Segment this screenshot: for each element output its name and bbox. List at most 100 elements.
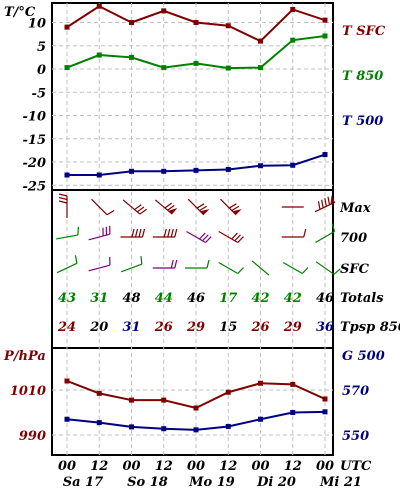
utc-label: UTC: [340, 459, 372, 474]
index-value: 43: [58, 291, 76, 306]
day-label: Di 20: [256, 475, 296, 488]
series-point: [258, 65, 263, 71]
index-value: 31: [122, 320, 140, 335]
series-point: [193, 20, 199, 25]
series-point: [322, 152, 328, 158]
index-value: 46: [187, 291, 205, 306]
barb-feather: [140, 255, 143, 265]
index-value: 26: [154, 320, 173, 335]
series-point: [64, 24, 70, 30]
series-point: [258, 163, 263, 169]
index-value: 24: [57, 320, 76, 335]
barb-feather: [231, 232, 238, 240]
barb-shaft: [154, 199, 173, 215]
wind-barb: [220, 198, 242, 216]
barb-feather: [174, 228, 178, 238]
barb-feather: [317, 201, 321, 210]
series-point: [193, 60, 199, 66]
series-point: [258, 38, 263, 44]
pressure-point: [64, 378, 70, 384]
index-value: 20: [89, 320, 108, 335]
series-point: [322, 17, 328, 23]
row-label: Max: [339, 201, 371, 216]
index-value: 48: [122, 291, 140, 306]
geopotential-line: [66, 410, 326, 431]
pressure-series: [64, 378, 328, 433]
winds-indices-panel: 43 31 48 44 46 17 42 42 46 24 20 31 26 29 15 26 29 36 Max…: [56, 193, 400, 335]
temperature-tick-label: 5: [37, 40, 46, 55]
index-value: 44: [155, 291, 173, 306]
barb-feather: [105, 226, 108, 236]
barb-feather: [134, 204, 142, 211]
wind-barb: [88, 256, 111, 272]
barb-feather: [139, 208, 147, 215]
barb-feather: [301, 267, 309, 274]
barb-pennant: [168, 207, 178, 215]
pressure-point: [322, 396, 328, 402]
wind-barb: [120, 255, 143, 273]
wind-barb: [56, 226, 80, 240]
wind-barb: [185, 259, 210, 269]
wind-barb: [56, 255, 78, 274]
barb-feather: [324, 198, 327, 207]
pressure-point: [290, 381, 296, 387]
barb-shaft: [88, 264, 111, 272]
geopotential-point: [96, 420, 102, 426]
hour-label: 12: [90, 459, 108, 474]
temperature-tick-label: 0: [37, 63, 46, 78]
hour-labels: 00 12 00 12 00 12 00 12 00: [58, 459, 334, 474]
barb-feather: [205, 236, 212, 243]
panel-frame-3: [51, 347, 334, 456]
geopotential-point: [193, 427, 199, 433]
temperature-series-labels: T SFC T 850 T 500: [342, 24, 386, 129]
grid-lines: [52, 3, 333, 455]
series-point: [96, 52, 102, 58]
series-point: [161, 8, 167, 14]
barb-feather: [333, 268, 341, 275]
series-point: [161, 65, 167, 71]
geopotential-point: [290, 410, 296, 415]
hour-label: 00: [187, 459, 205, 474]
wind-barb: [314, 195, 336, 213]
pressure-point: [225, 389, 231, 395]
wind-barb: [152, 228, 178, 238]
wind-barb: [91, 198, 115, 216]
temperature-tick-label: -15: [23, 133, 47, 148]
day-label: Sa 17: [63, 475, 103, 488]
barb-shaft: [187, 198, 205, 216]
hour-label: 12: [284, 459, 302, 474]
barb-feather: [167, 204, 175, 211]
index-value: 15: [219, 320, 237, 335]
barb-feather: [58, 200, 68, 204]
time-axis: 00 12 00 12 00 12 00 12 00 Sa 17 So 18 Mo 19 Di 20 M…: [58, 459, 372, 488]
wind-barb: [58, 193, 68, 218]
barb-feather: [199, 205, 207, 212]
barb-feather: [170, 228, 174, 238]
series-point: [225, 166, 231, 172]
barb-feather: [136, 206, 145, 213]
barb-shaft: [315, 261, 335, 275]
wind-barb: [282, 261, 309, 275]
temperature-panel: T/°C 10 5 0 -5 -10 -15 -20 -25 T SFC T 850 T 500: [4, 3, 386, 194]
temperature-tick-label: -10: [23, 110, 47, 125]
series-point: [129, 20, 134, 25]
barb-feather: [164, 202, 172, 209]
hour-label: 00: [122, 459, 140, 474]
barb-feather: [131, 228, 135, 238]
barb-shaft: [88, 233, 111, 241]
day-label: Mi 21: [319, 475, 362, 488]
barb-pennant: [200, 209, 210, 215]
pressure-point: [193, 405, 199, 411]
hour-label: 12: [219, 459, 237, 474]
series-point: [96, 3, 102, 9]
pressure-point: [129, 397, 134, 403]
wind-barb: [281, 228, 307, 238]
pressure-point: [161, 397, 167, 403]
barb-feather: [106, 210, 115, 216]
temperature-tick-label: -25: [23, 179, 47, 194]
row-labels: Max 700 SFC Totals Tpsp 850: [339, 201, 400, 335]
barb-shaft: [56, 234, 78, 240]
barb-shaft: [314, 201, 336, 213]
wind-barb: [120, 228, 146, 238]
index-value: 42: [251, 291, 269, 306]
